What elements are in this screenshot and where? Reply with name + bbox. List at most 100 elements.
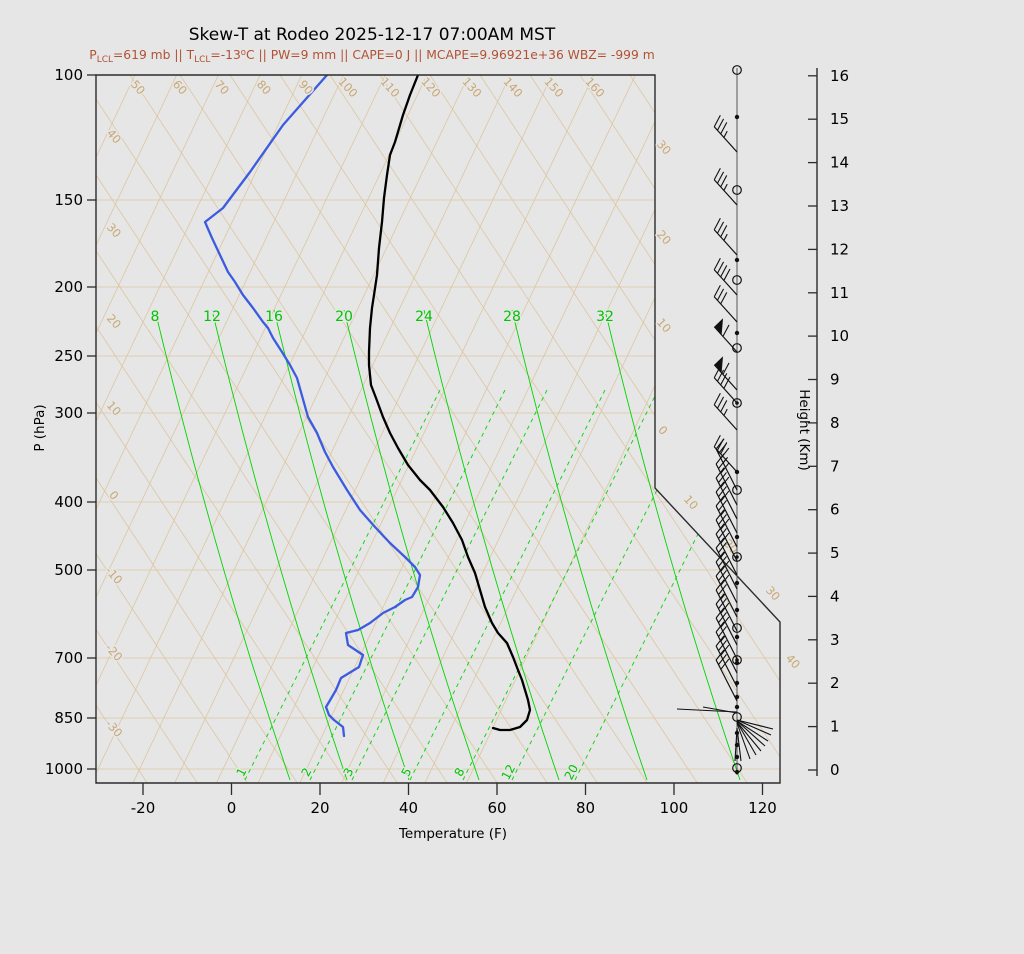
wind-barb-shaft [715, 533, 738, 576]
dry-adiabat-line [96, 75, 458, 783]
wind-barb-shaft [713, 404, 738, 431]
wind-barb-tick [716, 118, 725, 131]
wind-barb-tick [718, 612, 727, 623]
dry-adiabat-line [96, 75, 208, 783]
height-tick-label: 16 [830, 67, 849, 85]
isotherm-line [303, 75, 720, 783]
wind-barb-tick [720, 658, 730, 670]
moist-adiabat-label: 28 [503, 309, 521, 325]
wind-barb-tick [715, 537, 725, 549]
wind-barb-tick [723, 268, 731, 281]
wind-barb-tick [720, 644, 730, 656]
moist-adiabat-line [423, 309, 560, 781]
wind-barb-tick [718, 556, 727, 567]
temperature-tick-label: 0 [227, 799, 237, 817]
wind-barb-flag [714, 356, 724, 373]
wind-barb-column [676, 65, 774, 775]
wind-barb-shaft [715, 575, 738, 618]
edge-labels: 50 60 70 80 90 100 110 120 130 140 150 160403020100… [101, 73, 805, 784]
height-tick-label: 11 [830, 284, 849, 302]
dry-adiabat-line [229, 75, 780, 783]
isotherm-line [136, 75, 553, 783]
dewpoint-curve [203, 75, 422, 738]
wind-barb-shaft [715, 561, 738, 604]
dry-adiabat-line [96, 75, 658, 783]
height-tick-label: 3 [830, 631, 840, 649]
surface-wind-fan-line [736, 720, 769, 742]
wind-barb-shaft [715, 631, 738, 674]
moist-adiabat-line [154, 309, 291, 781]
wind-barb-tick [715, 551, 725, 563]
wind-barb-shaft [713, 229, 738, 256]
wind-barb-tick [720, 518, 730, 530]
height-tick-label: 0 [830, 761, 840, 779]
surface-wind-fan-line [736, 719, 772, 736]
isotherm-label-top: 50 [128, 77, 148, 97]
adiabat-label-right: 0 [655, 423, 670, 438]
isotherm-line [0, 75, 10, 950]
dry-adiabat-line [529, 75, 780, 783]
wind-barb-tick [720, 265, 728, 278]
wind-level-dot [734, 634, 740, 640]
isotherm-label-left: -10 [102, 564, 125, 587]
isotherm-line [96, 75, 386, 783]
moist-adiabat-label: 8 [151, 309, 160, 325]
wind-barb-tick [722, 362, 730, 375]
wind-barb-halftick [720, 509, 726, 516]
temperature-tick-label: 20 [310, 799, 329, 817]
wind-barb-tick [713, 284, 721, 297]
height-tick-label: 8 [830, 414, 840, 432]
surface-wind-fan-line [736, 721, 757, 756]
mixing-ratio-line [351, 387, 549, 781]
wind-barb-tick [718, 514, 727, 525]
isotherm-line [96, 75, 303, 783]
wind-barb-tick [720, 602, 730, 614]
wind-barb-shaft [715, 448, 738, 491]
wind-level-circle [732, 485, 742, 495]
wind-barb-shaft [715, 645, 738, 688]
wind-level-dot [734, 114, 740, 120]
wind-barb-tick [720, 175, 728, 188]
wind-barb-halftick [723, 183, 728, 191]
wind-level-circle [732, 655, 742, 665]
wind-barb-tick [713, 392, 721, 405]
wind-barb-tick [715, 649, 725, 661]
temperature-curve [367, 75, 532, 732]
wind-level-circle [732, 763, 742, 773]
isotherm-label-top: 120 [418, 74, 443, 100]
isotherm-label-left: 10 [104, 398, 124, 418]
wind-barb-tick [720, 476, 730, 488]
height-tick-label: 15 [830, 110, 849, 128]
wind-barb-shaft [713, 126, 738, 153]
moist-adiabat-label: 16 [265, 309, 283, 325]
wind-barb-shaft [715, 519, 738, 562]
wind-barb-shaft [715, 477, 738, 520]
wind-barb-shaft [715, 659, 738, 702]
wind-barb-tick [716, 261, 725, 274]
wind-barb-tick [723, 376, 731, 389]
surface-wind-fan-line [736, 722, 751, 760]
wind-barb-tick [718, 443, 727, 454]
surface-wind-fan-line [736, 721, 762, 752]
dry-adiabat-line [179, 75, 758, 783]
pressure-tick-label: 850 [54, 709, 83, 727]
wind-barb-halftick [720, 635, 726, 642]
pressure-tick-label: 1000 [45, 760, 83, 778]
wind-barb-shaft [713, 377, 738, 404]
adiabat-label-right: 30 [654, 137, 674, 157]
wind-barb-halftick [720, 593, 726, 600]
wind-barb-shaft [715, 547, 738, 590]
wind-barb-tick [713, 257, 721, 270]
wind-level-dot [734, 257, 740, 263]
mixing-ratio-line [244, 387, 442, 781]
wind-barb-shaft [715, 603, 738, 646]
wind-barb-tick [713, 167, 721, 180]
plot-border [95, 74, 781, 784]
temperature-tick-label: -20 [131, 799, 156, 817]
height-tick-label: 6 [830, 501, 840, 519]
wind-barb-tick [713, 217, 721, 230]
adiabat-label-right: 40 [783, 651, 803, 671]
